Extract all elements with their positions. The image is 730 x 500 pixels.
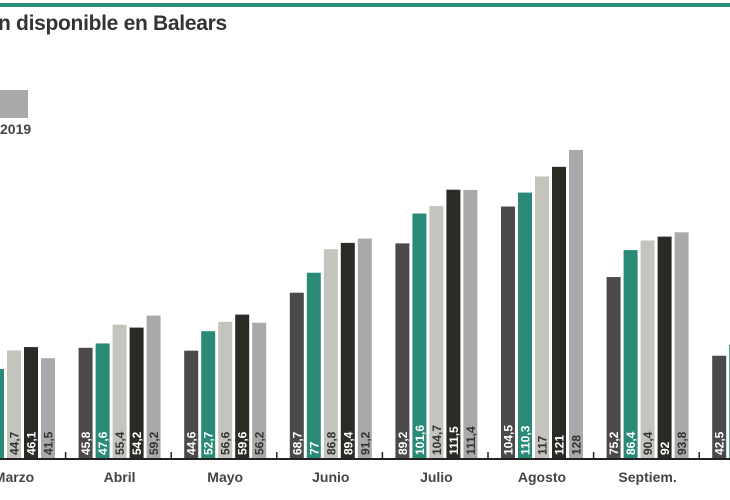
value-label: 41,5 [42,431,56,455]
value-label: 46,1 [25,431,39,455]
value-label: 90,4 [641,431,655,455]
value-label: 45,8 [79,431,93,455]
value-label: 111,5 [447,426,461,455]
bar-Junio-2019 [357,238,372,458]
value-label: 86,8 [324,431,338,455]
legend-label-2019: 2019 [0,121,32,137]
value-label: 104,5 [502,425,516,455]
x-tick-label: Agosto [518,469,566,485]
bar-Marzo-2019 [41,358,55,458]
value-label: 89,4 [341,431,355,455]
bar-Abril-serie-2 [95,343,110,458]
value-label: 92 [658,441,672,455]
bar-Julio-serie-4 [446,189,461,458]
bar-Agosto-serie-1 [501,206,515,458]
value-label: 59,6 [236,431,250,455]
value-label: 75,2 [607,431,621,455]
value-label: 91,2 [358,431,372,455]
value-label: 128 [570,435,584,455]
bar-Julio-serie-1 [395,243,410,458]
bar-Mayo-serie-2 [201,331,216,458]
bar-Julio-serie-3 [429,206,444,458]
chart-title: n disponible en Balears [0,12,227,35]
bar-Junio-serie-1 [289,292,304,458]
value-label: 110,3 [519,425,533,455]
value-label: 117 [536,435,550,455]
bar-Abril-serie-1 [78,347,93,458]
value-label: 42,5 [713,431,727,455]
bar-Junio-serie-2 [306,272,321,458]
bar-Junio-serie-3 [323,249,338,458]
top-accent-line [0,3,730,7]
bar-Agosto-serie-3 [535,176,549,458]
value-label: 52,7 [202,431,216,455]
bar-Marzo-serie-2 [0,368,4,458]
bar-Julio-2019 [463,189,478,458]
value-label: 101,6 [413,425,427,455]
value-label: 44,7 [8,431,22,455]
bar-Junio-serie-4 [340,242,355,458]
value-label: 56,6 [219,431,233,455]
bar-Julio-serie-2 [412,213,427,458]
bar-Septiem.-serie-3 [640,240,655,458]
x-tick-label: Marzo [0,469,34,485]
value-label: 93,8 [675,431,689,455]
bar-Septiem.-serie-1 [606,277,621,458]
bar-Marzo-serie-3 [7,350,21,458]
value-label: 59,2 [147,431,161,455]
bar-O-serie-1 [712,355,727,458]
bar-Agosto-serie-4 [552,166,566,458]
x-tick-label: Abril [104,469,136,485]
value-label: 54,2 [130,431,144,455]
value-label: 55,4 [113,431,127,455]
bar-Septiem.-serie-4 [657,236,672,458]
value-label: 111,4 [464,426,478,455]
value-label: 77 [307,441,321,455]
value-label: 44,6 [185,431,199,455]
value-label: 47,6 [96,431,110,455]
bar-Mayo-serie-1 [184,350,199,458]
bar-Abril-serie-4 [129,327,144,458]
value-label: 89,2 [396,431,410,455]
bar-Mayo-serie-4 [235,314,250,458]
bar-Abril-serie-3 [112,324,127,458]
bar-Agosto-2019 [569,150,583,458]
value-label: 86,4 [624,431,638,455]
value-label: 56,2 [253,431,267,455]
value-label: 68,7 [290,431,304,455]
x-tick-label: Septiem. [618,469,676,485]
x-tick-label: Mayo [207,469,243,485]
value-label: 121 [553,435,567,455]
bar-Mayo-2019 [252,322,267,458]
bar-Septiem.-2019 [674,232,689,458]
value-label: 104,7 [430,425,444,455]
legend-swatch-2019 [0,90,28,118]
bar-Septiem.-serie-2 [623,250,638,458]
bar-Agosto-serie-2 [518,192,532,458]
x-tick-label: Junio [312,469,349,485]
bar-Abril-2019 [146,315,161,458]
bar-Marzo-serie-4 [24,347,38,458]
bar-Mayo-serie-3 [218,321,233,458]
x-tick-label: Julio [420,469,453,485]
